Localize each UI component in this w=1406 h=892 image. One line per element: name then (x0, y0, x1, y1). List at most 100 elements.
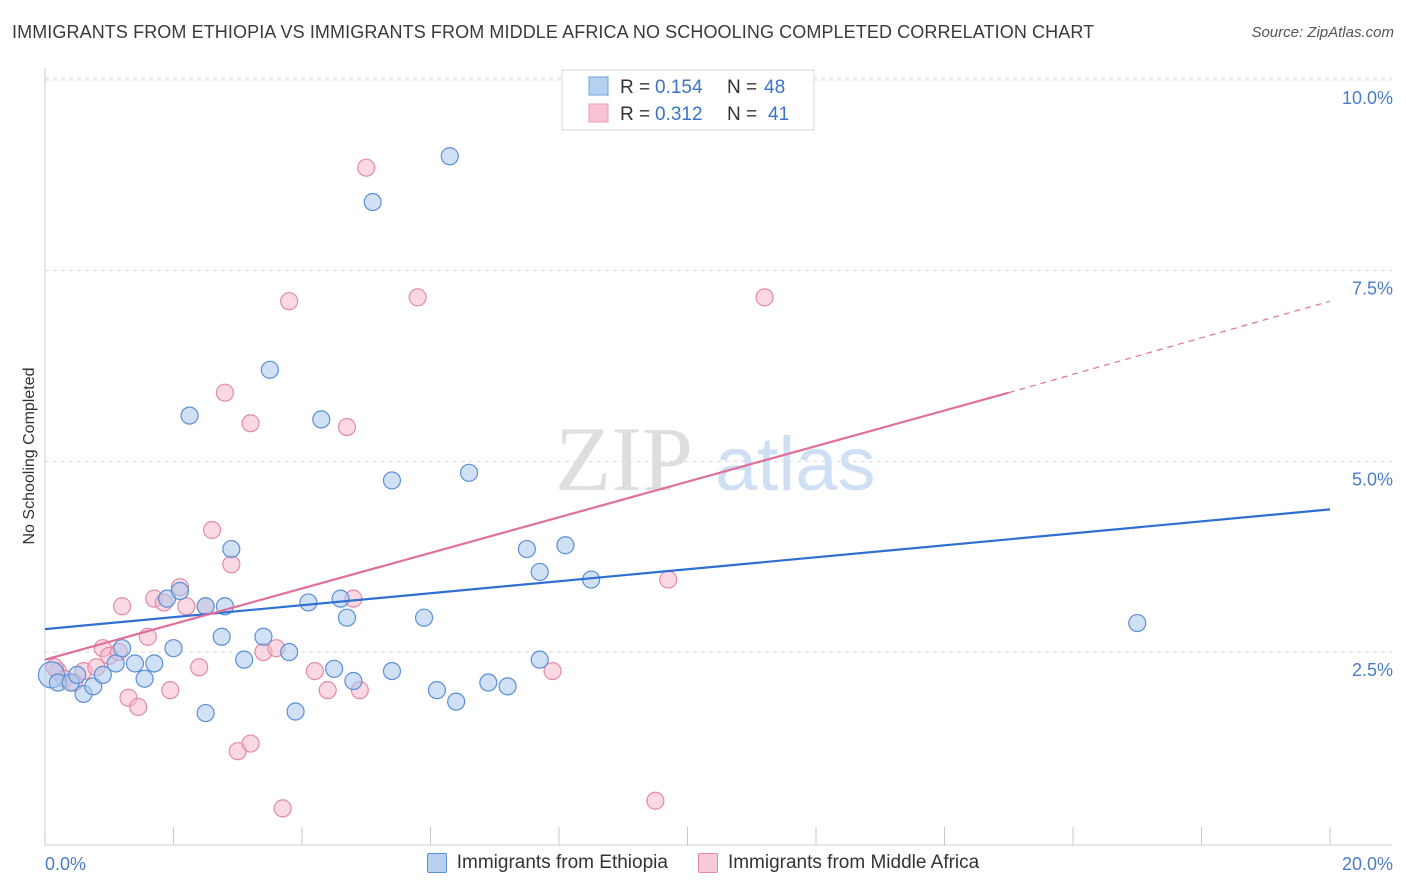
data-point-ethiopia (325, 659, 344, 678)
data-point-middle-africa (280, 292, 299, 311)
data-point-ethiopia (170, 581, 190, 601)
y-tick-label: 5.0% (1352, 469, 1393, 489)
data-point-ethiopia (498, 677, 517, 696)
legend-n-value-1: 48 (764, 77, 785, 98)
legend-swatch-middle-africa (588, 103, 609, 123)
legend-item-middle-africa[interactable]: Immigrants from Middle Africa (697, 852, 980, 874)
y-tick-labels: 2.5% 5.0% 7.5% 10.0% (1342, 88, 1393, 680)
chart-title: IMMIGRANTS FROM ETHIOPIA VS IMMIGRANTS F… (12, 22, 1095, 42)
data-point-middle-africa (202, 520, 222, 540)
data-point-ethiopia (254, 627, 273, 646)
data-point-ethiopia (427, 681, 447, 700)
legend-label-ethiopia: Immigrants from Ethiopia (456, 852, 668, 873)
data-point-middle-africa (241, 734, 260, 753)
data-point-ethiopia (280, 642, 299, 662)
data-point-ethiopia (440, 147, 459, 166)
trend-line-middle-africa-extension (1008, 300, 1331, 394)
source-label: Source: ZipAtlas.com (1251, 24, 1394, 41)
data-point-middle-africa (161, 681, 180, 700)
data-point-middle-africa (273, 799, 292, 818)
axes (44, 68, 1392, 846)
watermark: ZIP atlas (555, 408, 876, 510)
data-point-ethiopia (530, 650, 549, 669)
data-point-middle-africa (222, 555, 241, 574)
data-point-middle-africa (755, 288, 774, 307)
legend-box: R = 0.154 N = 48 R = 0.312 N = 41 (561, 69, 815, 131)
x-tick-label-min: 0.0% (45, 854, 86, 874)
legend-n-value-2: 41 (768, 104, 789, 125)
legend-r-label-1: R = (620, 77, 650, 98)
data-point-middle-africa (337, 417, 357, 437)
x-tick-labels: 0.0% 20.0% (45, 854, 1393, 874)
data-point-ethiopia (1128, 613, 1147, 633)
data-point-ethiopia (517, 539, 536, 559)
legend-r-value-2: 0.312 (655, 104, 703, 125)
bottom-legend: Immigrants from Ethiopia Immigrants from… (0, 852, 1406, 874)
data-point-middle-africa (659, 570, 678, 589)
data-point-ethiopia (414, 608, 434, 627)
watermark-atlas: atlas (715, 422, 876, 507)
y-tick-label: 2.5% (1352, 660, 1393, 680)
legend-r-value-1: 0.154 (655, 77, 703, 98)
data-point-middle-africa (318, 681, 337, 700)
legend-swatch-ethiopia-bottom (426, 853, 447, 873)
data-point-middle-africa (305, 661, 324, 681)
data-point-middle-africa (543, 661, 562, 681)
data-point-ethiopia (479, 673, 498, 692)
legend-label-middle-africa: Immigrants from Middle Africa (727, 852, 980, 873)
data-point-middle-africa (357, 158, 376, 177)
data-point-ethiopia (344, 671, 363, 691)
data-point-ethiopia (299, 593, 318, 612)
legend-r-label-2: R = (620, 104, 650, 125)
data-point-middle-africa (177, 597, 196, 616)
data-point-ethiopia (556, 536, 575, 555)
trend-lines (44, 300, 1331, 661)
data-point-middle-africa (215, 383, 234, 402)
data-point-ethiopia (382, 471, 402, 490)
watermark-zip: ZIP (555, 408, 693, 510)
data-point-ethiopia (235, 650, 254, 669)
legend-n-label-2: N = (727, 104, 757, 125)
data-point-ethiopia (530, 562, 549, 582)
data-point-ethiopia (125, 654, 145, 673)
data-point-ethiopia (68, 665, 87, 685)
data-point-ethiopia (260, 360, 279, 379)
y-axis-label: No Schooling Completed (21, 368, 38, 545)
data-point-ethiopia (337, 608, 357, 627)
legend-swatch-middle-africa-bottom (697, 853, 718, 873)
data-point-ethiopia (93, 665, 112, 685)
trend-line-middle-africa (44, 391, 1010, 661)
data-point-ethiopia (312, 410, 331, 429)
data-point-middle-africa (129, 697, 148, 717)
data-point-middle-africa (241, 414, 260, 433)
data-point-ethiopia (196, 597, 215, 616)
data-point-ethiopia (382, 661, 402, 681)
data-point-ethiopia (212, 627, 231, 646)
data-point-ethiopia (180, 406, 199, 425)
legend-item-ethiopia[interactable]: Immigrants from Ethiopia (426, 852, 668, 874)
data-point-ethiopia (331, 589, 350, 608)
data-point-ethiopia (164, 639, 183, 658)
data-point-ethiopia (363, 192, 382, 212)
data-point-middle-africa (190, 658, 209, 677)
data-point-middle-africa (646, 791, 665, 810)
data-point-ethiopia (222, 539, 241, 559)
legend-swatch-ethiopia (588, 76, 609, 96)
data-point-ethiopia (447, 692, 466, 711)
y-tick-label: 7.5% (1352, 279, 1393, 299)
data-point-ethiopia (135, 669, 154, 688)
trend-line-ethiopia (44, 508, 1331, 631)
x-tick-label-max: 20.0% (1342, 854, 1393, 874)
data-point-ethiopia (112, 639, 132, 658)
data-point-ethiopia (196, 703, 215, 723)
data-point-ethiopia (286, 702, 305, 721)
y-tick-label: 10.0% (1342, 88, 1393, 108)
data-point-ethiopia (459, 463, 479, 482)
legend-n-label-1: N = (727, 77, 757, 98)
data-point-middle-africa (112, 597, 132, 616)
data-point-ethiopia (145, 654, 164, 673)
data-point-middle-africa (408, 288, 427, 307)
data-point-ethiopia (106, 654, 125, 673)
series-ethiopia-points (37, 147, 1147, 723)
